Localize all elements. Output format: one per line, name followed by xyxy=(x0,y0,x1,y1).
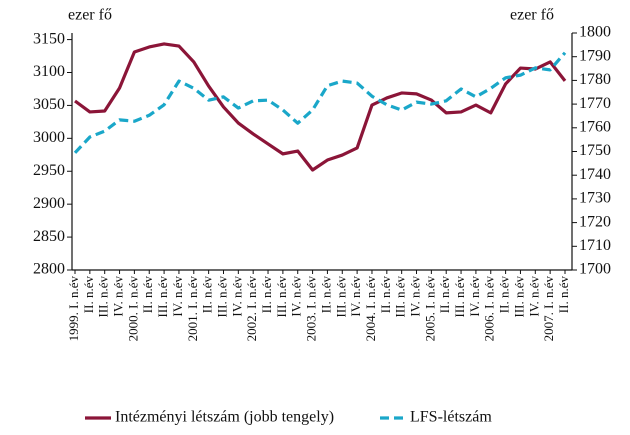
y2-tick-label: 1740 xyxy=(579,166,611,183)
x-tick-label: IV. n.év xyxy=(467,276,482,317)
x-tick-label: 2004. I. n.év xyxy=(363,276,378,342)
x-tick-label: II. n.év xyxy=(200,276,215,314)
y-tick-label: 3150 xyxy=(33,30,65,47)
x-tick-label: IV. n.év xyxy=(111,276,126,317)
x-tick-label: II. n.év xyxy=(378,276,393,314)
x-tick-label: IV. n.év xyxy=(407,276,422,317)
x-tick-label: IV. n.év xyxy=(348,276,363,317)
x-tick-label: 2000. I. n.év xyxy=(125,276,140,342)
x-tick-label: 2003. I. n.év xyxy=(304,276,319,342)
y2-tick-label: 1770 xyxy=(579,95,611,112)
x-tick-label: 2005. I. n.év xyxy=(422,276,437,342)
x-tick-label: III. n.év xyxy=(155,276,170,318)
series-line xyxy=(74,42,567,172)
y2-tick-label: 1800 xyxy=(579,24,611,41)
x-tick-label: 2002. I. n.év xyxy=(244,276,259,342)
y-tick-label: 3100 xyxy=(33,63,65,80)
y2-tick-label: 1780 xyxy=(579,71,611,88)
y2-tick-label: 1790 xyxy=(579,47,611,64)
y2-tick-label: 1720 xyxy=(579,213,611,230)
legend-label: Intézményi létszám (jobb tengely) xyxy=(115,409,334,426)
x-tick-label: IV. n.év xyxy=(526,276,541,317)
y2-tick-label: 1750 xyxy=(579,142,611,159)
y-tick-label: 2800 xyxy=(33,261,65,278)
x-tick-label: III. n.év xyxy=(274,276,289,318)
y2-tick-label: 1710 xyxy=(579,237,611,254)
x-tick-label: III. n.év xyxy=(511,276,526,318)
y-tick-label: 2850 xyxy=(33,228,65,245)
y2-tick-label: 1730 xyxy=(579,190,611,207)
y2-tick-label: 1760 xyxy=(579,118,611,135)
series-line xyxy=(73,51,567,154)
x-tick-label: II. n.év xyxy=(497,276,512,314)
x-tick-label: IV. n.év xyxy=(170,276,185,317)
y-tick-label: 2900 xyxy=(33,195,65,212)
x-tick-label: II. n.év xyxy=(437,276,452,314)
x-tick-label: III. n.év xyxy=(96,276,111,318)
x-tick-label: II. n.év xyxy=(140,276,155,314)
x-tick-label: 2006. I. n.év xyxy=(482,276,497,342)
y-axis-label: ezer fő xyxy=(68,7,112,24)
x-tick-label: II. n.év xyxy=(81,276,96,314)
x-tick-label: IV. n.év xyxy=(289,276,304,317)
x-tick-label: III. n.év xyxy=(452,276,467,318)
x-tick-label: II. n.év xyxy=(318,276,333,314)
x-tick-label: II. n.év xyxy=(259,276,274,314)
x-tick-label: II. n.év xyxy=(556,276,571,314)
x-tick-label: 1999. I. n.év xyxy=(66,276,81,342)
x-tick-label: 2001. I. n.év xyxy=(185,276,200,342)
x-tick-label: IV. n.év xyxy=(229,276,244,317)
x-tick-label: 2007. I. n.év xyxy=(541,276,556,342)
y-tick-label: 2950 xyxy=(33,162,65,179)
x-tick-label: III. n.év xyxy=(214,276,229,318)
legend-label: LFS-létszám xyxy=(410,409,492,426)
y2-tick-label: 1700 xyxy=(579,261,611,278)
x-tick-label: III. n.év xyxy=(333,276,348,318)
y2-axis-label: ezer fő xyxy=(510,7,554,24)
x-tick-label: III. n.év xyxy=(393,276,408,318)
y-tick-label: 3000 xyxy=(33,129,65,146)
y-tick-label: 3050 xyxy=(33,96,65,113)
